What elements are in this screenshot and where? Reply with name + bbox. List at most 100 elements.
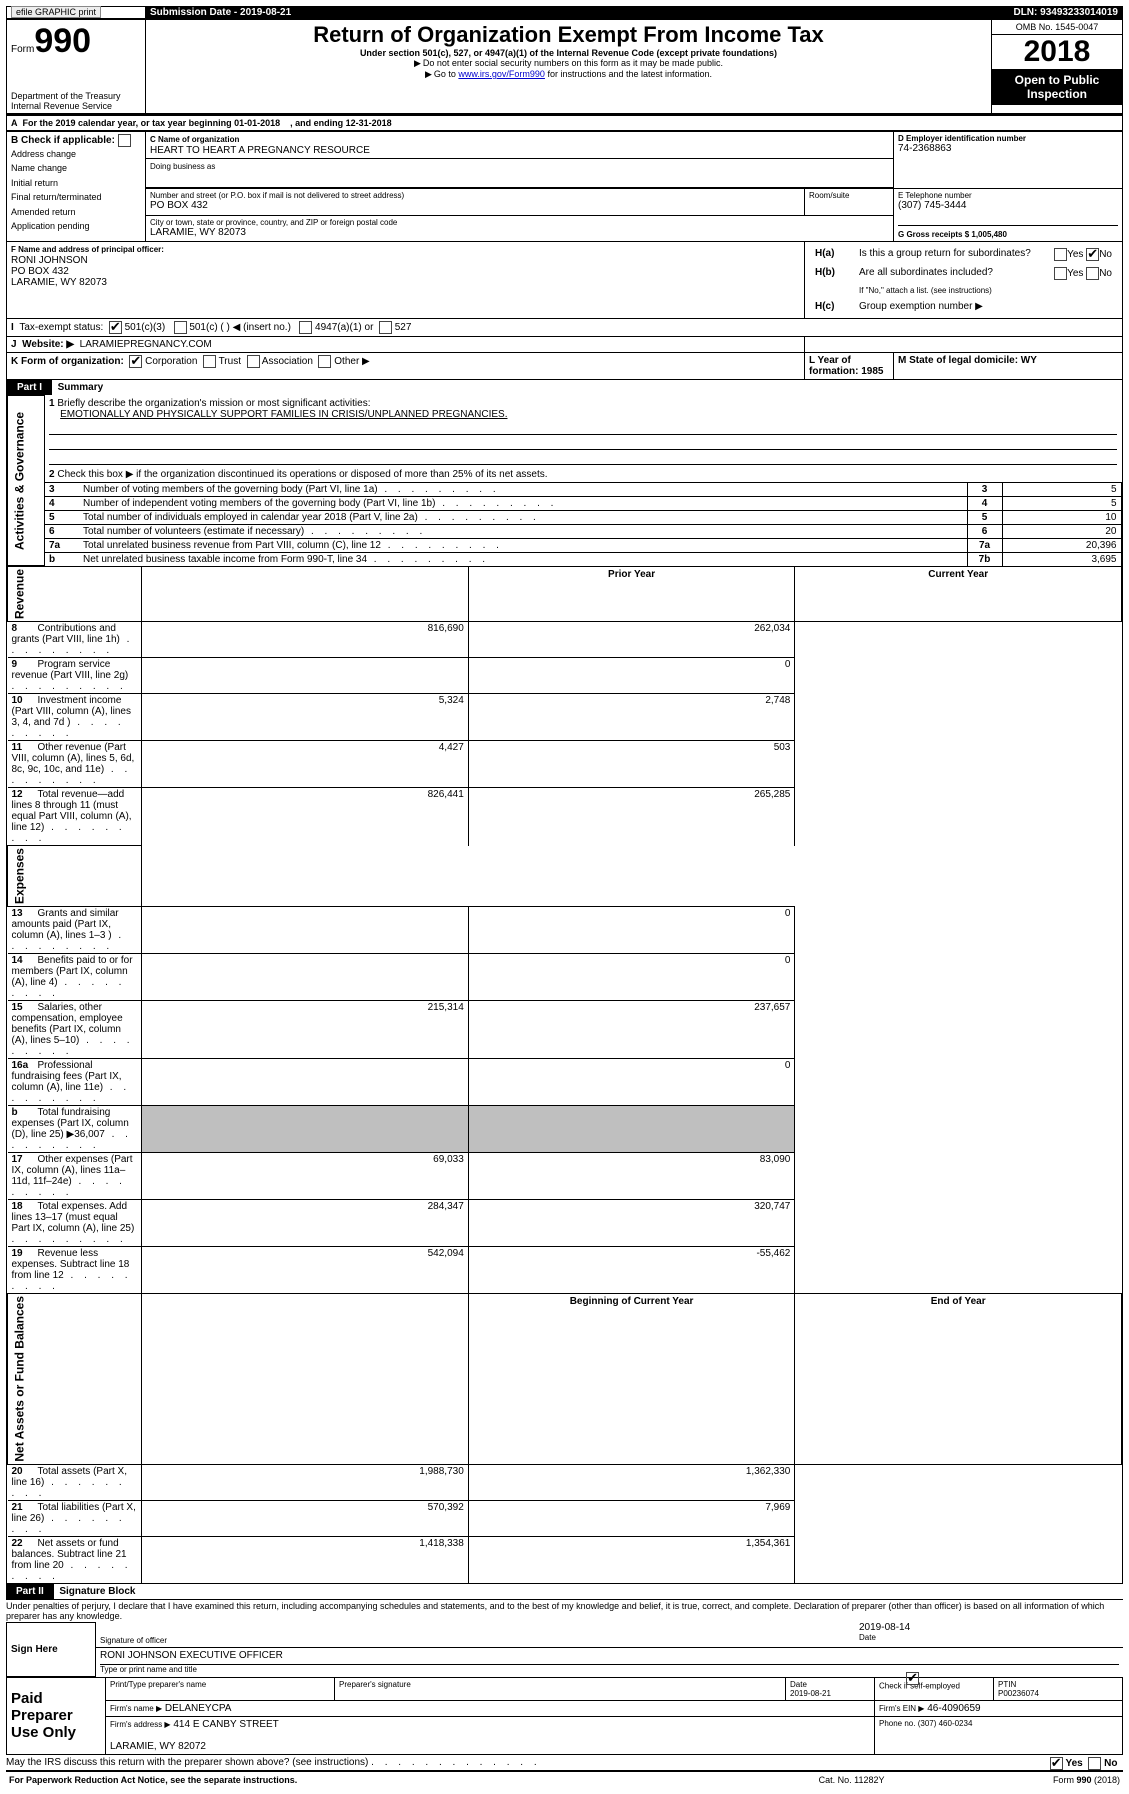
checkbox-applicable[interactable] xyxy=(118,134,131,147)
sig-date-value: 2019-08-14 xyxy=(859,1622,1119,1633)
i-4947: 4947(a)(1) or xyxy=(315,322,373,333)
q1-value: EMOTIONALLY AND PHYSICALLY SUPPORT FAMIL… xyxy=(60,409,507,420)
ha-no[interactable] xyxy=(1086,248,1099,261)
hb-no[interactable] xyxy=(1086,267,1099,280)
i-527: 527 xyxy=(395,322,412,333)
gov-row: 4 Number of independent voting members o… xyxy=(45,496,1121,510)
firm-ein-label: Firm's EIN ▶ xyxy=(879,1704,924,1713)
tax-year: 2018 xyxy=(992,35,1122,69)
m-label: M State of legal domicile: WY xyxy=(894,353,1123,380)
city-value: LARAMIE, WY 82073 xyxy=(150,227,889,238)
b-option: Amended return xyxy=(11,205,141,219)
prep-date-label: Date xyxy=(790,1680,807,1689)
d-label: D Employer identification number xyxy=(898,134,1118,143)
yes-label: Yes xyxy=(1067,249,1083,260)
perjury-text: Under penalties of perjury, I declare th… xyxy=(6,1599,1123,1622)
k-other[interactable] xyxy=(318,355,331,368)
b-option: Address change xyxy=(11,147,141,161)
prep-check: Check if self-employed xyxy=(879,1681,960,1690)
phone-value: (307) 745-3444 xyxy=(898,200,1118,211)
fin-row: 21Total liabilities (Part X, line 26) . … xyxy=(8,1500,1122,1536)
gov-row: 5 Total number of individuals employed i… xyxy=(45,510,1121,524)
k-trust-label: Trust xyxy=(219,356,241,367)
g-label: G Gross receipts $ 1,005,480 xyxy=(898,225,1118,239)
firm-addr1: 414 E CANBY STREET xyxy=(173,1719,278,1730)
e-label: E Telephone number xyxy=(898,191,1118,200)
k-assoc-label: Association xyxy=(262,356,313,367)
open-to-public: Open to Public Inspection xyxy=(992,69,1122,105)
side-netassets: Net Assets or Fund Balances xyxy=(8,1294,142,1465)
k-assoc[interactable] xyxy=(247,355,260,368)
subtitle1: Under section 501(c), 527, or 4947(a)(1)… xyxy=(150,48,987,58)
i-501c3-check[interactable] xyxy=(109,321,122,334)
subtitle3-suffix: for instructions and the latest informat… xyxy=(545,69,712,79)
prep-name-label: Print/Type preparer's name xyxy=(106,1677,335,1700)
dept-treasury: Department of the Treasury xyxy=(11,91,141,101)
identity-block: A For the 2019 calendar year, or tax yea… xyxy=(6,114,1123,380)
fin-row: 11Other revenue (Part VIII, column (A), … xyxy=(8,741,1122,788)
fin-row: 14Benefits paid to or for members (Part … xyxy=(8,954,1122,1001)
k-trust[interactable] xyxy=(203,355,216,368)
fin-row: 16aProfessional fundraising fees (Part I… xyxy=(8,1059,1122,1106)
form990-link[interactable]: www.irs.gov/Form990 xyxy=(458,69,545,79)
part1-title: Summary xyxy=(58,382,104,393)
fin-row: 13Grants and similar amounts paid (Part … xyxy=(8,907,1122,954)
paid-preparer: Paid Preparer Use Only xyxy=(7,1677,106,1754)
fin-row: 19Revenue less expenses. Subtract line 1… xyxy=(8,1247,1122,1294)
hb-yes[interactable] xyxy=(1054,267,1067,280)
discuss-no[interactable] xyxy=(1088,1757,1101,1770)
gov-row: 3 Number of voting members of the govern… xyxy=(45,482,1121,496)
subtitle2: Do not enter social security numbers on … xyxy=(423,58,723,68)
fin-row: 20Total assets (Part X, line 16) . . . .… xyxy=(8,1464,1122,1500)
col-current: Current Year xyxy=(795,567,1122,622)
form-number: 990 xyxy=(34,22,91,60)
c-label: C Name of organization xyxy=(150,135,239,144)
side-expenses: Expenses xyxy=(8,846,142,907)
k-corp[interactable] xyxy=(129,355,142,368)
signature-block: Sign Here Signature of officer 2019-08-1… xyxy=(6,1622,1123,1677)
topbar: efile GRAPHIC print Submission Date - 20… xyxy=(6,6,1123,19)
submission-date: Submission Date - 2019-08-21 xyxy=(146,7,934,19)
i-501c: 501(c) ( ) ◀ (insert no.) xyxy=(189,322,291,333)
ein-value: 74-2368863 xyxy=(898,143,1118,154)
efile-button[interactable]: efile GRAPHIC print xyxy=(11,6,101,18)
side-governance: Activities & Governance xyxy=(8,396,45,566)
yes-label2: Yes xyxy=(1067,268,1083,279)
street-label: Number and street (or P.O. box if mail i… xyxy=(150,191,800,200)
i-4947-check[interactable] xyxy=(299,321,312,334)
prep-date: 2019-08-21 xyxy=(790,1689,831,1698)
firm-ein: 46-4090659 xyxy=(927,1703,980,1714)
part1-label: Part I xyxy=(7,380,52,395)
fin-row: 15Salaries, other compensation, employee… xyxy=(8,1001,1122,1059)
hc-tag: H(c) xyxy=(811,299,853,314)
street-value: PO BOX 432 xyxy=(150,200,800,211)
firm-addr2: LARAMIE, WY 82072 xyxy=(110,1741,206,1752)
col-eoy: End of Year xyxy=(795,1294,1122,1465)
discuss-text: May the IRS discuss this return with the… xyxy=(6,1757,368,1768)
fin-row: bTotal fundraising expenses (Part IX, co… xyxy=(8,1106,1122,1153)
i-label: Tax-exempt status: xyxy=(19,322,103,333)
org-name: HEART TO HEART A PREGNANCY RESOURCE xyxy=(150,145,370,156)
self-employed-check[interactable] xyxy=(906,1672,919,1685)
officer-addr1: PO BOX 432 xyxy=(11,266,69,277)
discuss-yes-label: Yes xyxy=(1066,1758,1083,1769)
ha-yes[interactable] xyxy=(1054,248,1067,261)
a-line-end: , and ending 12-31-2018 xyxy=(290,118,392,128)
officer-name: RONI JOHNSON xyxy=(11,255,88,266)
b-option: Application pending xyxy=(11,219,141,233)
officer-addr2: LARAMIE, WY 82073 xyxy=(11,277,107,288)
b-label: Check if applicable: xyxy=(21,135,115,146)
firm-phone: Phone no. (307) 460-0234 xyxy=(875,1716,1123,1754)
a-line: For the 2019 calendar year, or tax year … xyxy=(23,118,281,128)
i-501c-check[interactable] xyxy=(174,321,187,334)
gov-row: 6 Total number of volunteers (estimate i… xyxy=(45,524,1121,538)
i-527-check[interactable] xyxy=(379,321,392,334)
discuss-yes[interactable] xyxy=(1050,1757,1063,1770)
sign-here: Sign Here xyxy=(7,1622,96,1676)
form-header: Form990 Department of the Treasury Inter… xyxy=(6,19,1123,114)
prep-sig-label: Preparer's signature xyxy=(335,1677,786,1700)
i-501c3: 501(c)(3) xyxy=(125,322,166,333)
fin-row: 8Contributions and grants (Part VIII, li… xyxy=(8,622,1122,658)
gov-row: b Net unrelated business taxable income … xyxy=(45,552,1121,566)
q1-label: Briefly describe the organization's miss… xyxy=(57,398,370,409)
